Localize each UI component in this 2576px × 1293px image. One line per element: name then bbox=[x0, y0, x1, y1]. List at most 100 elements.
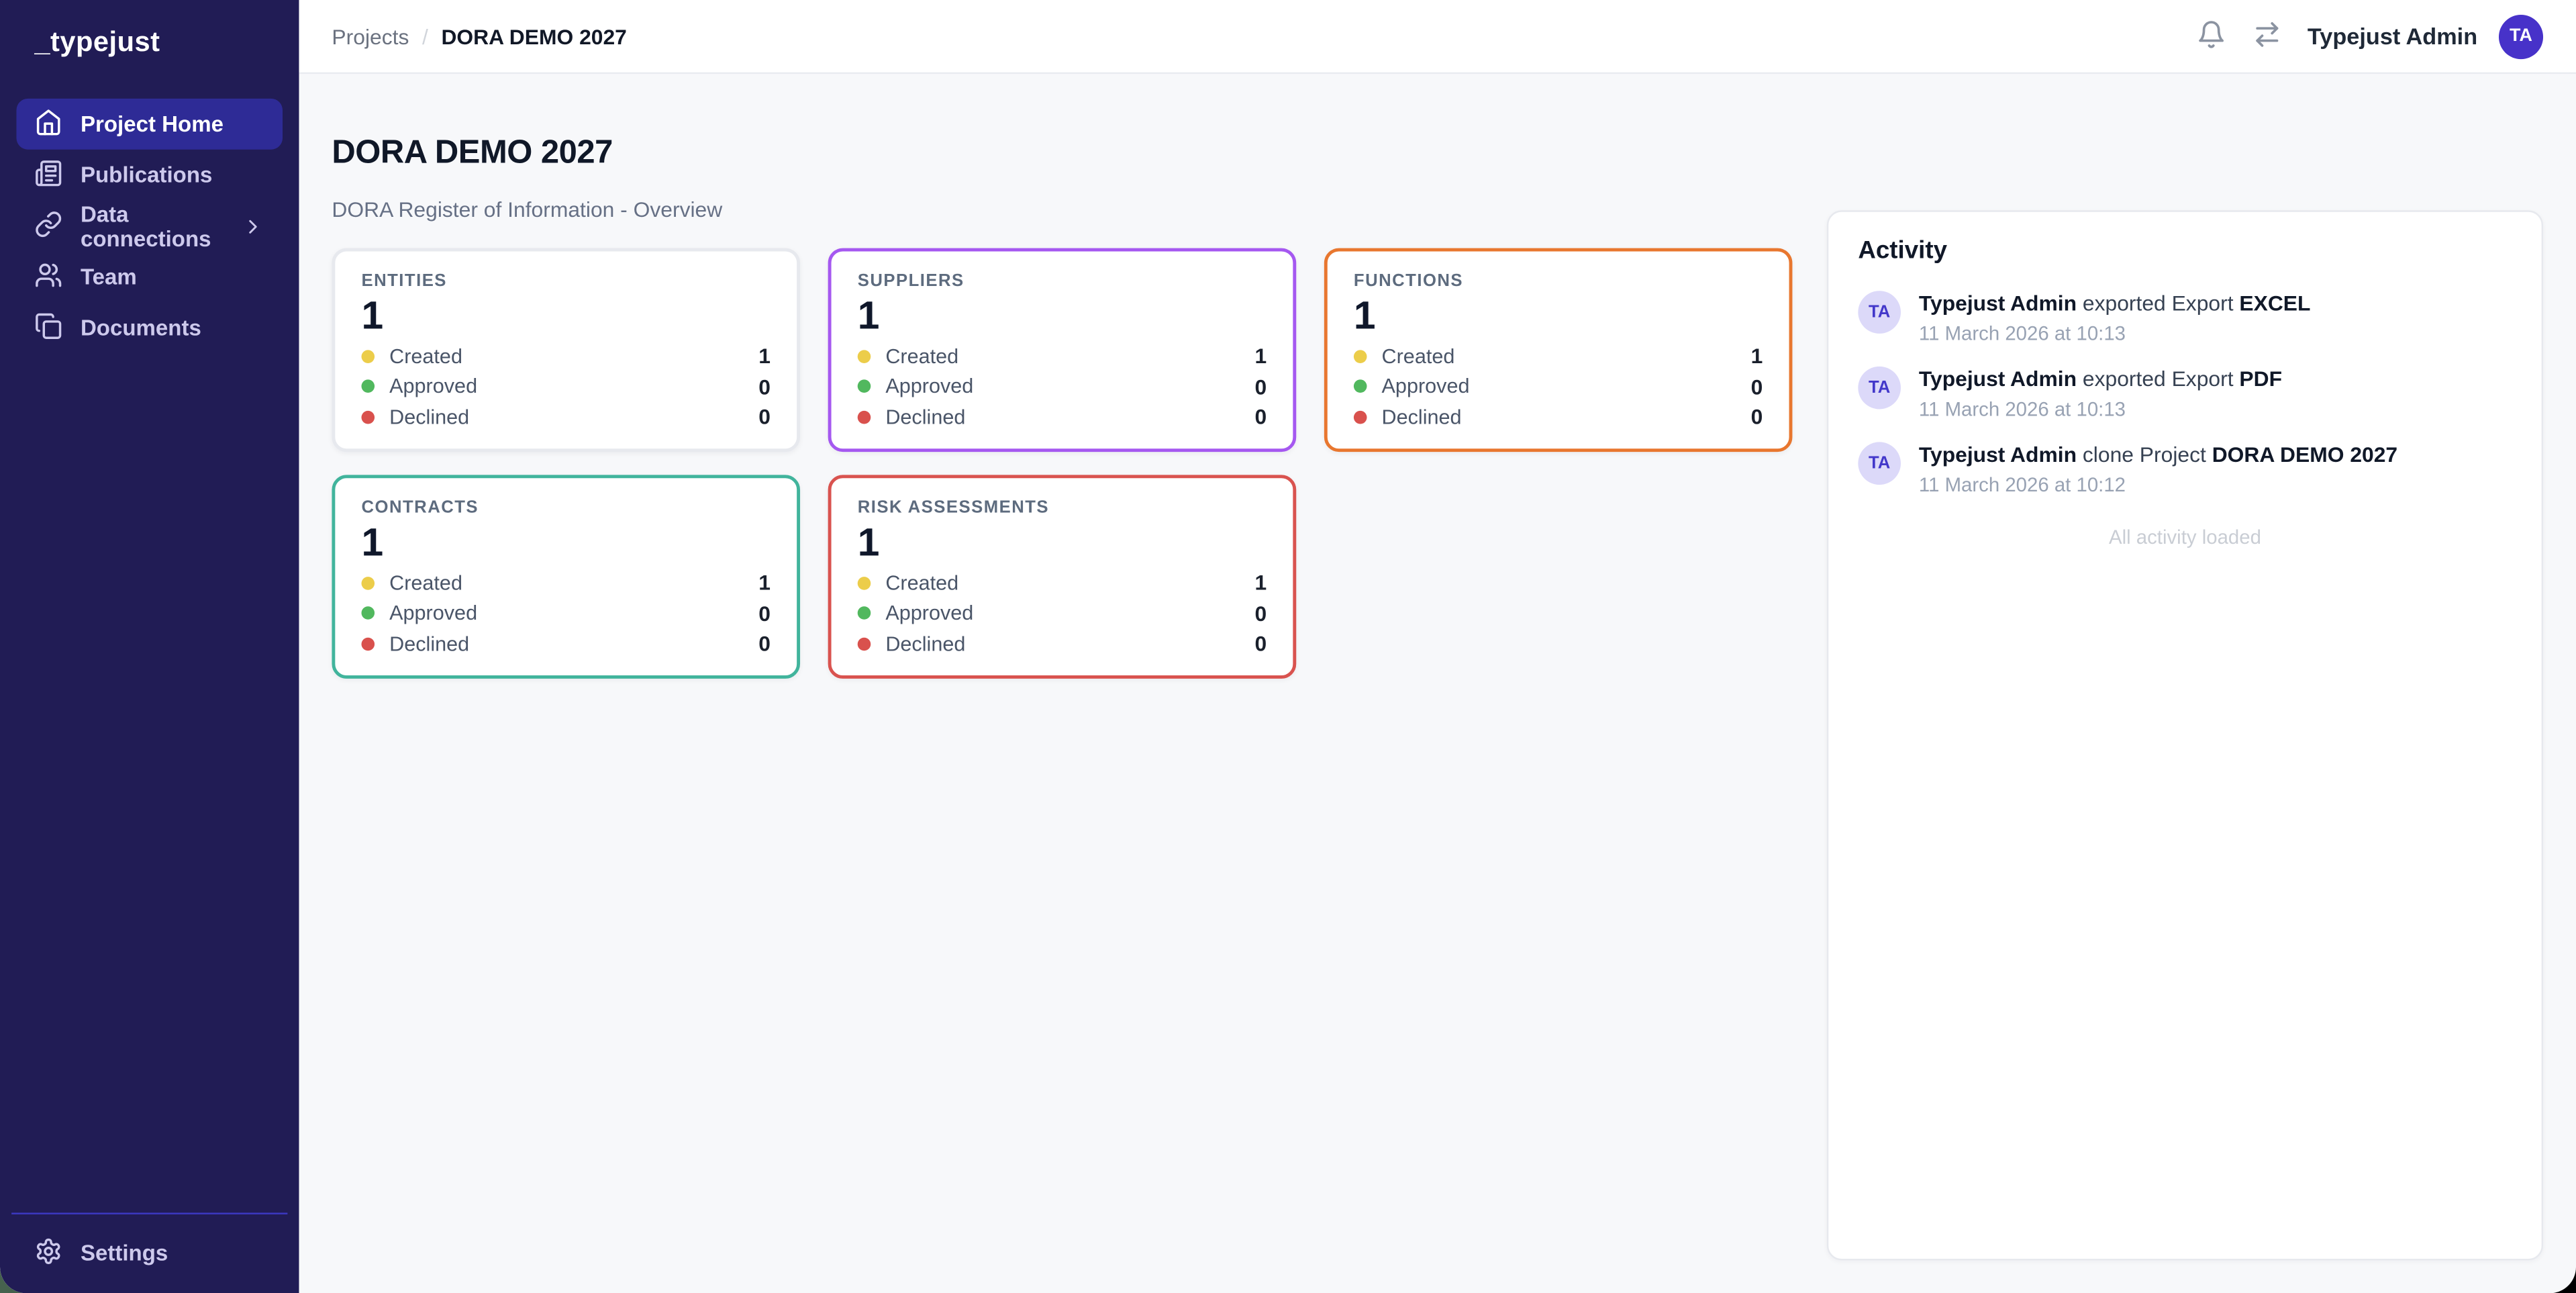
status-dot bbox=[857, 636, 871, 651]
stat-label: Created bbox=[389, 571, 462, 594]
activity-avatar: TA bbox=[1858, 291, 1901, 334]
card-count: 1 bbox=[1353, 293, 1376, 338]
status-dot bbox=[1353, 349, 1367, 363]
sidebar: _typejust Project Home Publications Data… bbox=[0, 0, 299, 1293]
stat-value: 0 bbox=[1254, 630, 1267, 656]
summary-card-functions[interactable]: FUNCTIONS 1 Created 1 Approved 0 Decline… bbox=[1324, 248, 1793, 452]
card-stats: Created 1 Approved 0 Declined 0 bbox=[857, 340, 1267, 432]
stat-row: Approved 0 bbox=[361, 597, 771, 628]
sidebar-item-label: Documents bbox=[80, 315, 201, 340]
sidebar-footer: Settings bbox=[11, 1212, 288, 1293]
activity-timestamp: 11 March 2026 at 10:13 bbox=[1918, 322, 2126, 346]
status-dot bbox=[857, 349, 871, 363]
card-stats: Created 1 Approved 0 Declined 0 bbox=[361, 567, 771, 659]
topbar: Projects / DORA DEMO 2027 Typejust Admin bbox=[299, 0, 2576, 75]
activity-timestamp: 11 March 2026 at 10:12 bbox=[1918, 473, 2126, 497]
sidebar-item-publications[interactable]: Publications bbox=[16, 150, 283, 201]
activity-text: Typejust Admin clone Project DORA DEMO 2… bbox=[1919, 442, 2397, 468]
stat-label: Declined bbox=[885, 632, 966, 655]
card-label: ENTITIES bbox=[361, 271, 447, 291]
activity-action: exported Export bbox=[2077, 366, 2240, 391]
documents-icon bbox=[34, 312, 62, 344]
activity-actor: Typejust Admin bbox=[1918, 366, 2077, 391]
status-dot bbox=[857, 410, 871, 424]
card-count: 1 bbox=[857, 520, 880, 565]
main-column: Projects / DORA DEMO 2027 Typejust Admin bbox=[299, 0, 2576, 1293]
sidebar-item-label: Publications bbox=[80, 162, 213, 188]
activity-avatar: TA bbox=[1858, 442, 1901, 485]
activity-text: Typejust Admin exported Export EXCEL bbox=[1919, 291, 2311, 317]
stat-row: Declined 0 bbox=[857, 401, 1267, 432]
topbar-actions: Typejust Admin TA bbox=[2195, 13, 2544, 58]
stat-label: Approved bbox=[885, 601, 974, 625]
activity-item: TA Typejust Admin clone Project DORA DEM… bbox=[1858, 442, 2512, 496]
summary-card-contracts[interactable]: CONTRACTS 1 Created 1 Approved 0 Decline… bbox=[332, 474, 801, 679]
breadcrumb-projects-link[interactable]: Projects bbox=[332, 23, 409, 49]
user-name: Typejust Admin bbox=[2307, 23, 2478, 50]
card-label: SUPPLIERS bbox=[857, 271, 964, 291]
sidebar-item-settings[interactable]: Settings bbox=[16, 1227, 283, 1278]
sidebar-item-data-connections[interactable]: Data connections bbox=[16, 201, 283, 252]
stat-label: Approved bbox=[1381, 375, 1470, 398]
status-dot bbox=[361, 636, 375, 651]
status-dot bbox=[361, 606, 375, 620]
chevron-right-icon bbox=[242, 214, 264, 237]
project-switcher-button[interactable] bbox=[2252, 19, 2281, 53]
summary-card-risk-assessments[interactable]: RISK ASSESSMENTS 1 Created 1 Approved 0 … bbox=[828, 474, 1297, 679]
stat-row: Created 1 bbox=[361, 567, 771, 597]
sidebar-item-label: Settings bbox=[80, 1241, 168, 1265]
stat-value: 1 bbox=[758, 343, 771, 369]
status-dot bbox=[857, 606, 871, 620]
stat-label: Created bbox=[1381, 344, 1455, 368]
status-dot bbox=[361, 410, 375, 424]
activity-action: exported Export bbox=[2077, 291, 2240, 316]
card-stats: Created 1 Approved 0 Declined 0 bbox=[361, 340, 771, 432]
notifications-button[interactable] bbox=[2195, 19, 2225, 53]
content-area: DORA DEMO 2027 DORA Register of Informat… bbox=[299, 74, 2576, 1293]
summary-card-suppliers[interactable]: SUPPLIERS 1 Created 1 Approved 0 Decline… bbox=[828, 248, 1297, 452]
swap-icon bbox=[2252, 19, 2281, 53]
sidebar-item-project-home[interactable]: Project Home bbox=[16, 98, 283, 150]
activity-target: PDF bbox=[2239, 366, 2283, 391]
sidebar-item-label: Data connections bbox=[80, 201, 211, 251]
activity-target: EXCEL bbox=[2239, 291, 2311, 316]
activity-text: Typejust Admin exported Export PDF bbox=[1919, 367, 2282, 393]
stat-row: Declined 0 bbox=[1353, 401, 1763, 432]
stat-row: Approved 0 bbox=[857, 597, 1267, 628]
stat-label: Declined bbox=[885, 405, 966, 428]
bell-icon bbox=[2195, 19, 2225, 53]
stat-label: Created bbox=[389, 344, 462, 368]
activity-item: TA Typejust Admin exported Export PDF 11… bbox=[1858, 366, 2512, 421]
sidebar-item-team[interactable]: Team bbox=[16, 251, 283, 302]
activity-avatar: TA bbox=[1858, 366, 1901, 410]
gear-icon bbox=[34, 1237, 62, 1270]
stat-label: Created bbox=[885, 344, 959, 368]
stat-row: Declined 0 bbox=[361, 628, 771, 659]
stat-label: Approved bbox=[389, 375, 478, 398]
stat-label: Approved bbox=[885, 375, 974, 398]
stat-row: Created 1 bbox=[857, 340, 1267, 371]
stat-label: Declined bbox=[389, 405, 470, 428]
breadcrumb-current: DORA DEMO 2027 bbox=[441, 23, 627, 49]
stat-label: Created bbox=[885, 571, 959, 594]
activity-item: TA Typejust Admin exported Export EXCEL … bbox=[1858, 291, 2512, 345]
summary-card-entities[interactable]: ENTITIES 1 Created 1 Approved 0 Declined… bbox=[332, 248, 801, 452]
user-avatar[interactable]: TA bbox=[2498, 13, 2544, 58]
status-dot bbox=[1353, 410, 1367, 424]
stat-row: Created 1 bbox=[1353, 340, 1763, 371]
activity-action: clone Project bbox=[2077, 442, 2212, 467]
activity-footer: All activity loaded bbox=[2108, 526, 2261, 549]
overview-column: DORA DEMO 2027 DORA Register of Informat… bbox=[332, 111, 1793, 1293]
status-dot bbox=[361, 379, 375, 393]
status-dot bbox=[361, 575, 375, 589]
user-menu[interactable]: Typejust Admin TA bbox=[2307, 13, 2544, 58]
stat-label: Approved bbox=[389, 601, 478, 625]
brand-logo: _typejust bbox=[34, 26, 160, 58]
activity-timestamp: 11 March 2026 at 10:13 bbox=[1918, 397, 2126, 421]
link-icon bbox=[34, 209, 62, 242]
card-stats: Created 1 Approved 0 Declined 0 bbox=[857, 567, 1267, 659]
sidebar-nav: Project Home Publications Data connectio… bbox=[0, 98, 299, 1213]
sidebar-item-documents[interactable]: Documents bbox=[16, 302, 283, 353]
activity-actor: Typejust Admin bbox=[1918, 291, 2077, 316]
